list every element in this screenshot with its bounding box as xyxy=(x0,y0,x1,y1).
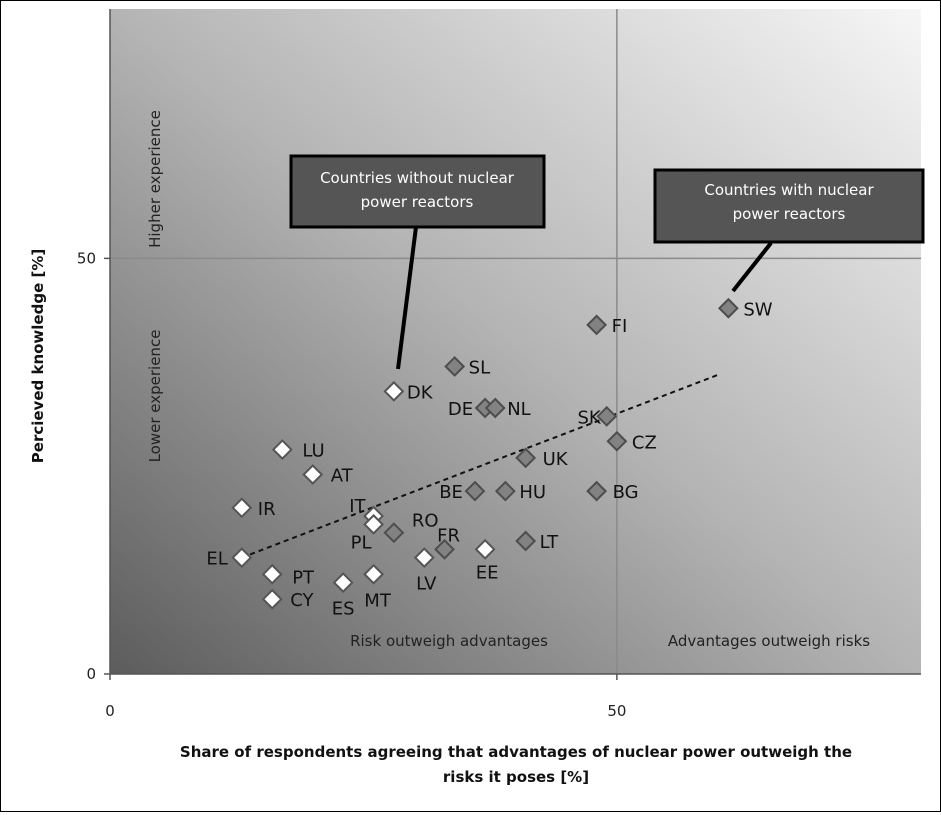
label-dk: DK xyxy=(407,382,434,403)
marker-es xyxy=(332,572,354,593)
y-axis-title: Percieved knowledge [%] xyxy=(29,249,47,463)
trendline xyxy=(241,373,719,559)
label-fr: FR xyxy=(437,525,460,546)
region-advantages-outweigh: Advantages outweigh risks xyxy=(668,632,870,650)
label-uk: UK xyxy=(543,449,569,470)
callout-without-line2: power reactors xyxy=(361,193,474,211)
callout-without-line1: Countries without nuclear xyxy=(320,169,515,187)
marker-sw xyxy=(717,297,739,319)
label-pt: PT xyxy=(292,567,315,588)
region-higher-experience: Higher experience xyxy=(146,110,164,248)
marker-lv xyxy=(413,547,435,569)
label-sw: SW xyxy=(743,299,772,320)
x-axis-title-line2: risks it poses [%] xyxy=(443,768,589,786)
marker-dk xyxy=(383,380,405,402)
region-risk-outweigh: Risk outweigh advantages xyxy=(350,632,548,650)
label-fi: FI xyxy=(612,316,628,337)
marker-el xyxy=(231,547,253,569)
marker-pt xyxy=(261,563,283,585)
marker-ee xyxy=(474,538,496,560)
y-tick-label: 50 xyxy=(77,249,96,267)
label-cy: CY xyxy=(290,590,314,611)
plot-area xyxy=(110,9,921,674)
callout-without-box xyxy=(289,154,546,229)
marker-bg xyxy=(586,480,608,502)
label-be: BE xyxy=(439,482,463,503)
label-ir: IR xyxy=(258,499,276,520)
label-ee: EE xyxy=(476,562,499,583)
callout-with-line1: Countries with nuclear xyxy=(704,181,874,199)
label-ro: RO xyxy=(412,511,439,532)
marker-cy xyxy=(261,588,283,610)
label-bg: BG xyxy=(613,482,639,503)
label-lu: LU xyxy=(302,441,324,462)
label-es: ES xyxy=(332,599,355,620)
label-cz: CZ xyxy=(632,432,657,453)
y-tick-label: 0 xyxy=(86,665,96,683)
marker-uk xyxy=(515,447,537,469)
label-hu: HU xyxy=(519,482,546,503)
callout-with-pointer xyxy=(731,241,773,293)
x-axis-title-line1: Share of respondents agreeing that advan… xyxy=(180,743,852,761)
marker-mt xyxy=(363,563,384,585)
label-at: AT xyxy=(331,466,354,487)
callout-without-pointer xyxy=(396,226,418,370)
callout-with-line2: power reactors xyxy=(733,205,846,223)
label-sk: SK xyxy=(578,407,602,428)
marker-ro xyxy=(383,522,405,544)
marker-nl xyxy=(484,397,506,419)
region-lower-experience: Lower experience xyxy=(146,330,164,463)
marker-sl xyxy=(444,356,466,377)
marker-pl xyxy=(363,513,384,535)
marker-cz xyxy=(606,430,628,452)
callout-with-box xyxy=(653,168,925,244)
label-lt: LT xyxy=(540,532,560,553)
marker-sk xyxy=(596,405,618,427)
marker-fi xyxy=(586,314,608,336)
label-pl: PL xyxy=(351,532,372,553)
x-tick-label: 50 xyxy=(607,702,626,720)
marker-ir xyxy=(231,497,253,519)
label-sl: SL xyxy=(469,357,490,378)
marker-lt xyxy=(515,530,537,552)
marker-hu xyxy=(494,480,516,502)
marker-at xyxy=(302,464,324,485)
marker-be xyxy=(464,480,486,502)
label-nl: NL xyxy=(507,399,530,420)
x-tick-label: 0 xyxy=(105,702,115,720)
marker-fr xyxy=(434,538,455,560)
label-mt: MT xyxy=(364,590,392,611)
label-it: IT xyxy=(349,496,366,517)
marker-lu xyxy=(271,439,293,460)
label-el: EL xyxy=(206,549,227,570)
label-lv: LV xyxy=(416,574,437,595)
label-de: DE xyxy=(448,399,473,420)
